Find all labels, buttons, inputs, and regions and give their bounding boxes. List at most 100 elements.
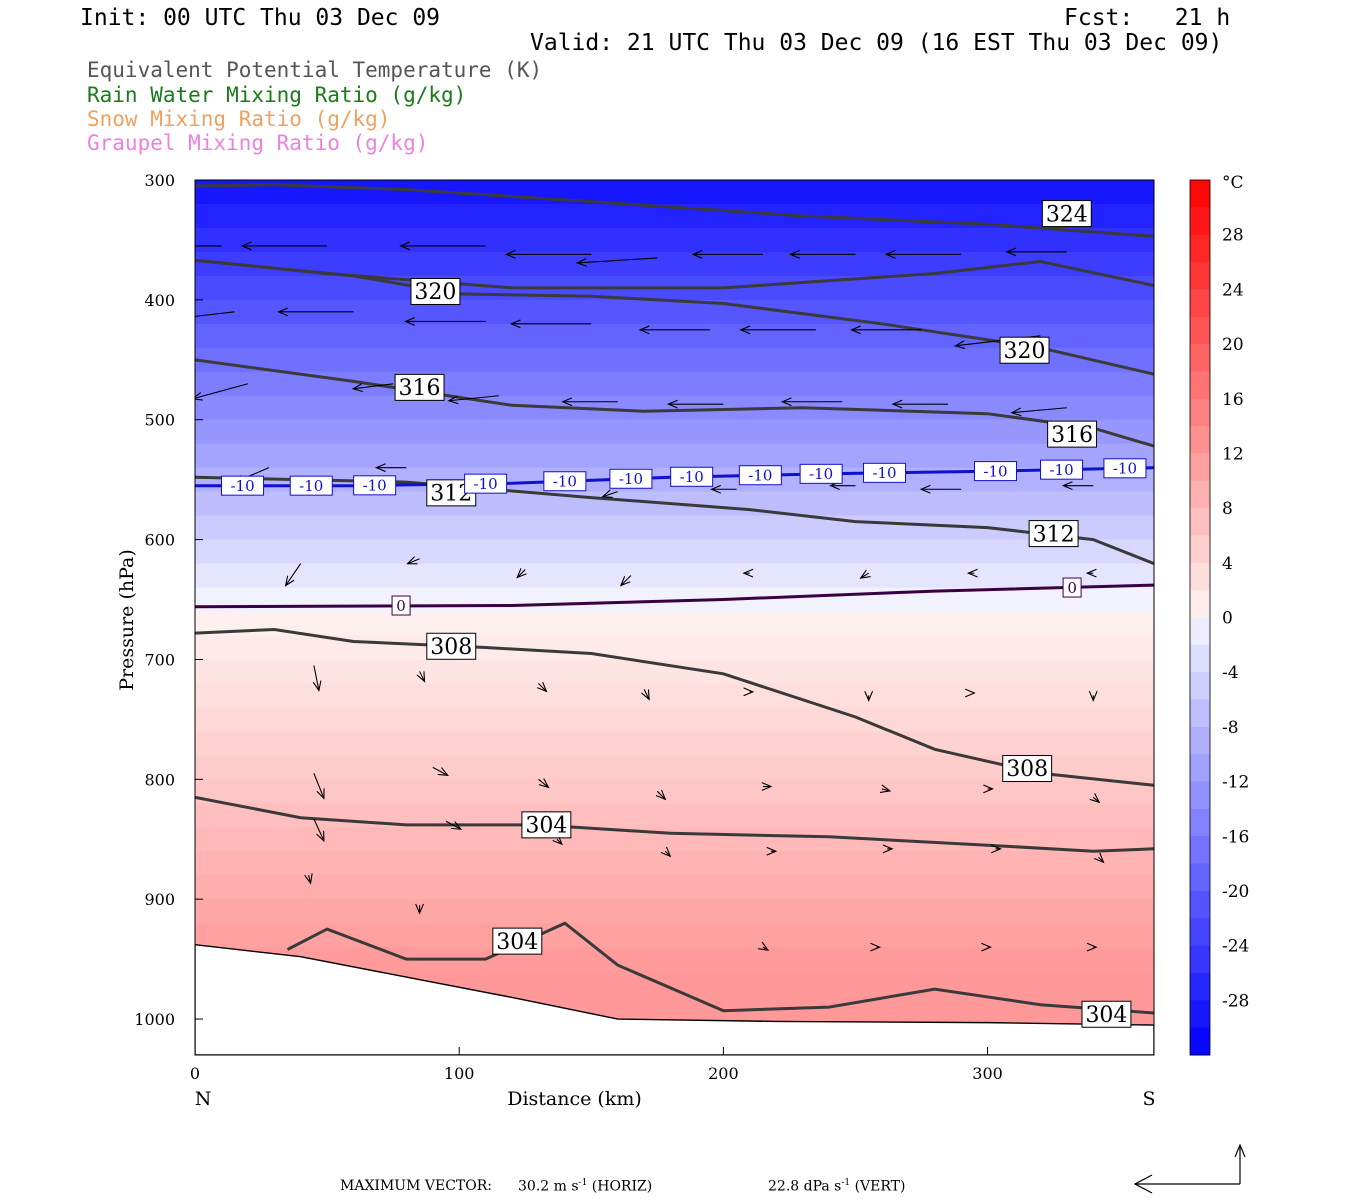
- contour-label-308: 308: [1002, 755, 1053, 782]
- contour-label-text: 312: [1033, 522, 1075, 547]
- wind-vector: [761, 782, 773, 791]
- colorbar: 28 24 20 16 12 8 4 0 -4 -8 -12 -16 -20 -24 -28 °C: [1189, 173, 1249, 1056]
- wind-vector: [151, 242, 222, 250]
- wind-vector-head: [884, 249, 896, 259]
- y-tick-label: 300: [144, 171, 175, 190]
- wind-vector-head: [416, 671, 426, 683]
- contour-label-box: [863, 462, 907, 483]
- colorbar-tick-label: -16: [1222, 827, 1249, 847]
- wind-vector: [1010, 407, 1067, 417]
- wind-vector: [312, 665, 322, 692]
- wind-vector-head: [1085, 568, 1097, 578]
- wind-vector-head: [1061, 481, 1073, 491]
- wind-vector-shaft: [419, 671, 426, 682]
- colorbar-step: [1190, 316, 1210, 345]
- y-tick-label: 800: [144, 770, 175, 789]
- contour-label-text: 316: [1051, 423, 1093, 448]
- wind-vector-shaft: [313, 665, 320, 691]
- wind-vector-head: [351, 383, 363, 393]
- contour-label-box: [609, 468, 653, 489]
- colorbar-tick-label: -12: [1222, 773, 1249, 793]
- contour-label-text: 308: [1006, 757, 1048, 782]
- wind-vector-head: [284, 575, 295, 587]
- wind-vector-head: [953, 340, 966, 350]
- wind-vector: [284, 563, 302, 587]
- contour-label-text: 0: [1067, 579, 1077, 597]
- colorbar-step: [1190, 836, 1210, 865]
- colorbar-step: [1190, 508, 1210, 536]
- wind-vector: [742, 568, 754, 578]
- wind-vector-head: [1089, 793, 1101, 804]
- wind-vector-head: [151, 242, 160, 250]
- wind-vector-head: [277, 307, 288, 317]
- wind-vector-shaft: [448, 395, 499, 402]
- colorbar-step: [1190, 672, 1210, 701]
- wind-vector-shaft: [538, 683, 547, 692]
- wind-vector: [601, 489, 618, 498]
- contour-label-0: 0: [391, 595, 411, 616]
- contour-label-box: [1047, 420, 1098, 448]
- wind-vector-head: [739, 325, 751, 335]
- contour-label--10: -10: [973, 461, 1017, 482]
- colorbar-tick-label: 16: [1222, 390, 1244, 410]
- contour-label-box: [353, 475, 397, 496]
- wind-vector: [691, 249, 764, 259]
- wind-vector-shaft: [620, 575, 632, 586]
- contour-label--10: -10: [799, 463, 843, 484]
- contour-label-box: [799, 463, 843, 484]
- colorbar-step: [1190, 289, 1210, 318]
- contour-label--10: -10: [543, 471, 587, 492]
- shade-band: [195, 923, 1154, 949]
- wind-vector-head: [536, 681, 548, 693]
- wind-vector-head: [575, 257, 587, 267]
- shade-band: [195, 323, 1154, 349]
- max-vector-vert: 22.8 dPa s-1 (VERT): [768, 1178, 906, 1195]
- wind-vector: [1086, 942, 1098, 952]
- wind-vector-shaft: [577, 257, 658, 264]
- colorbar-step: [1190, 726, 1210, 755]
- contour-label-316: 316: [1047, 420, 1098, 448]
- colorbar-step: [1190, 754, 1210, 783]
- x-tick-label: 100: [444, 1064, 475, 1083]
- horiz-key-arrowhead: [1133, 1174, 1153, 1194]
- shade-band: [195, 827, 1154, 853]
- y-tick-label: 1000: [134, 1010, 175, 1029]
- contour-label-box: [464, 473, 508, 494]
- wind-vector-head: [304, 873, 313, 885]
- contour-label-box: [221, 475, 265, 496]
- contour-label-text: 308: [430, 635, 472, 660]
- wind-vector: [991, 844, 1002, 854]
- max-vector-label: MAXIMUM VECTOR:: [340, 1178, 492, 1194]
- wind-vector-head: [991, 844, 1002, 854]
- contour-label-text: -10: [1113, 460, 1137, 478]
- contour-label-316: 316: [394, 373, 445, 401]
- wind-vector-head: [1086, 942, 1098, 952]
- shade-band: [195, 611, 1154, 637]
- colorbar-step: [1190, 617, 1210, 646]
- colorbar-step: [1190, 371, 1210, 400]
- colorbar-tick-label: 28: [1222, 226, 1244, 246]
- contour-label-text: -10: [680, 468, 704, 486]
- contour-label-308: 308: [426, 632, 477, 660]
- y-tick-label: 900: [144, 890, 175, 909]
- shade-band: [195, 803, 1154, 829]
- wind-vector: [536, 681, 548, 693]
- shade-band: [195, 347, 1154, 373]
- max-vector-horiz: 30.2 m s-1 (HORIZ): [518, 1178, 653, 1195]
- wind-vector-head: [981, 942, 992, 952]
- colorbar-step: [1190, 863, 1210, 892]
- contour-label-text: -10: [363, 477, 387, 495]
- x-end-label-right: S: [1142, 1088, 1155, 1110]
- colorbar-step: [1190, 890, 1210, 919]
- wind-vector: [277, 307, 354, 317]
- wind-vector-head: [761, 782, 773, 791]
- wind-vector: [638, 325, 711, 335]
- contour-label-box: [289, 475, 333, 496]
- init-time: Init: 00 UTC Thu 03 Dec 09: [80, 5, 441, 31]
- contour-label-box: [410, 277, 461, 305]
- contour-label-304: 304: [492, 927, 543, 955]
- colorbar-tick-label: 4: [1222, 554, 1233, 574]
- contour-label-box: [973, 461, 1017, 482]
- colorbar-step: [1190, 207, 1210, 236]
